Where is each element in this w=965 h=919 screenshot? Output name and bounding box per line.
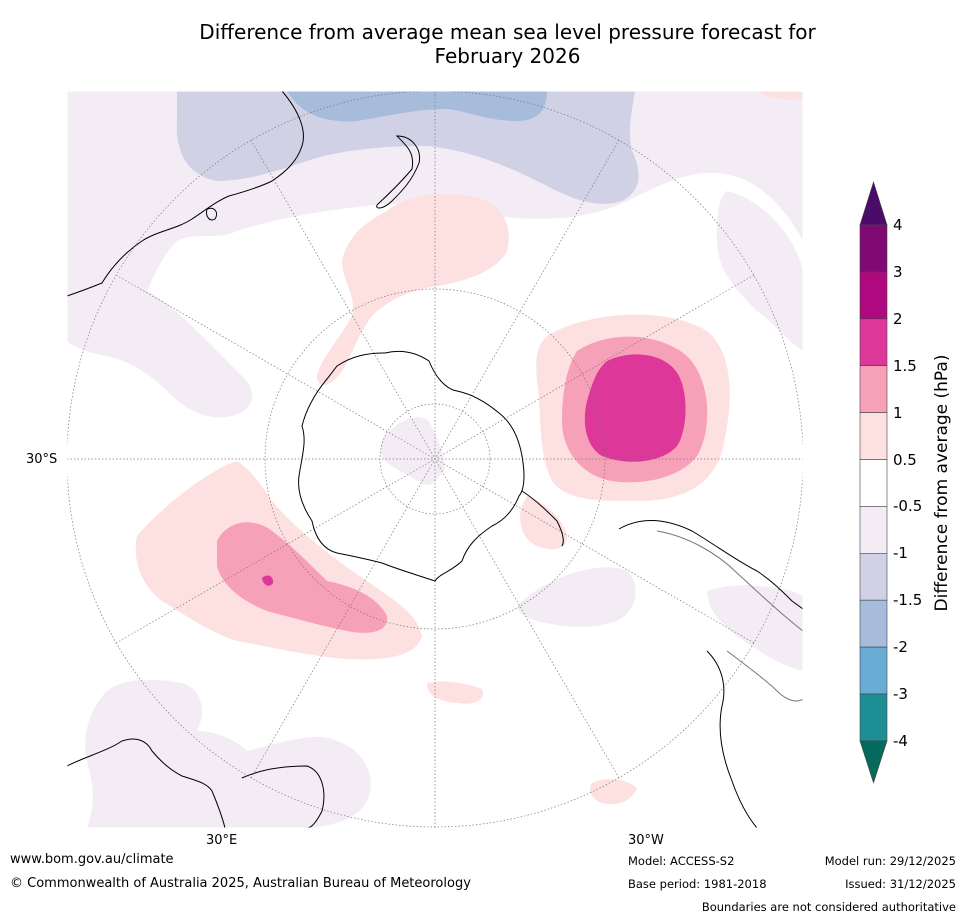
africa-coastline (67, 738, 226, 828)
colorbar-bin (859, 412, 888, 460)
antarctica-coastline (298, 350, 525, 582)
pos-anomaly-pacific-1p5 (584, 354, 686, 462)
colorbar-bin (859, 693, 888, 742)
colorbar-tick-label: -3 (893, 685, 908, 703)
colorbar-tick-label: 3 (893, 262, 903, 281)
australia-coastline (67, 91, 304, 297)
new-zealand-coastline (376, 135, 421, 209)
colorbar-bin (859, 599, 888, 648)
colorbar-tick-label: 1 (893, 403, 903, 422)
lat-label-30s: 30°S (26, 452, 58, 467)
footer-base-period: Base period: 1981-2018 (628, 877, 767, 891)
colorbar-bin (859, 318, 888, 367)
madagascar (241, 765, 325, 828)
south-america-borders (656, 530, 803, 702)
colorbar-tick-label: -0.5 (893, 497, 923, 516)
footer-url[interactable]: www.bom.gov.au/climate (10, 852, 174, 867)
colorbar-extend-min (859, 740, 888, 784)
neg-anomaly-far-south-east (707, 585, 803, 671)
title-line-2: February 2026 (434, 44, 581, 68)
chart-title: Difference from average mean sea level p… (130, 20, 885, 68)
footer-copyright: © Commonwealth of Australia 2025, Austra… (10, 876, 471, 891)
south-america-coastline (618, 520, 803, 828)
colorbar-title: Difference from average (hPa) (932, 354, 952, 612)
colorbar-extend-max (859, 180, 888, 226)
footer-model-run: Model run: 29/12/2025 (824, 854, 956, 868)
lon-label-30w: 30°W (628, 833, 664, 848)
footer-issued: Issued: 31/12/2025 (845, 877, 956, 891)
neg-anomaly-south-west (85, 679, 371, 828)
graticule (67, 91, 803, 828)
colorbar-tick-label: -2 (893, 638, 908, 657)
neg-anomaly-south-east (517, 567, 636, 627)
colorbar-tick-label: -1 (893, 544, 908, 563)
neg-anomaly-east (717, 191, 803, 351)
tasmania (206, 207, 218, 221)
title-line-1: Difference from average mean sea level p… (199, 20, 816, 44)
pos-anomaly-small-1 (427, 681, 484, 704)
pos-anomaly-drake (520, 496, 567, 550)
colorbar-tick-label: 1.5 (893, 356, 917, 375)
polar-map (67, 91, 803, 828)
pos-anomaly-africa-1p0 (217, 522, 388, 633)
neg-anomaly-west (67, 276, 252, 418)
colorbar-bin (859, 506, 888, 554)
colorbar-tick-label: -4 (893, 731, 908, 750)
colorbar-bin (859, 365, 888, 413)
pos-anomaly-small-2 (590, 779, 637, 805)
pos-anomaly-top-right (757, 91, 803, 100)
colorbar-tick-label: 0.5 (893, 450, 917, 469)
pos-anomaly-tasman (317, 194, 509, 386)
colorbar-bin (859, 552, 888, 601)
colorbar-bin (859, 271, 888, 320)
colorbar-bin (859, 646, 888, 695)
colorbar (859, 180, 888, 784)
pos-anomaly-africa-1p5 (262, 575, 274, 586)
antarctic-peninsula (521, 490, 564, 547)
colorbar-tick-label: 2 (893, 309, 903, 328)
colorbar-bin (859, 459, 888, 507)
colorbar-tick-label: 4 (893, 216, 903, 234)
neg-anomaly-north-core (287, 91, 547, 122)
neg-anomaly-pole (380, 416, 445, 486)
colorbar-bin (859, 224, 888, 273)
footer-disclaimer: Boundaries are not considered authoritat… (701, 900, 956, 914)
lon-label-30e: 30°E (206, 833, 238, 848)
colorbar-tick-label: -1.5 (893, 591, 923, 610)
footer-model: Model: ACCESS-S2 (628, 854, 735, 868)
